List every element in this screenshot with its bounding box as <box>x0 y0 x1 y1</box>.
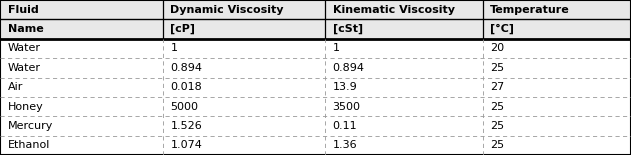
Text: [cSt]: [cSt] <box>333 24 363 34</box>
Text: 0.894: 0.894 <box>333 63 365 73</box>
Bar <box>0 0 631 19</box>
Text: 25: 25 <box>490 121 504 131</box>
Bar <box>0 19 631 39</box>
Text: 1.074: 1.074 <box>170 140 203 150</box>
Text: 1: 1 <box>170 43 177 53</box>
Text: Mercury: Mercury <box>8 121 53 131</box>
Text: 0.894: 0.894 <box>170 63 203 73</box>
Text: 1.36: 1.36 <box>333 140 357 150</box>
Text: [cP]: [cP] <box>170 24 196 34</box>
Text: 3500: 3500 <box>333 102 360 112</box>
Text: 20: 20 <box>490 43 504 53</box>
Text: [°C]: [°C] <box>490 24 514 34</box>
Text: 0.018: 0.018 <box>170 82 202 92</box>
Text: Honey: Honey <box>8 102 44 112</box>
Text: 25: 25 <box>490 102 504 112</box>
Text: 13.9: 13.9 <box>333 82 357 92</box>
Text: Air: Air <box>8 82 23 92</box>
Text: 5000: 5000 <box>170 102 198 112</box>
Text: Fluid: Fluid <box>8 5 38 15</box>
Text: Kinematic Viscosity: Kinematic Viscosity <box>333 5 454 15</box>
Text: 27: 27 <box>490 82 505 92</box>
Text: Temperature: Temperature <box>490 5 570 15</box>
Text: 25: 25 <box>490 140 504 150</box>
Text: Water: Water <box>8 43 40 53</box>
Text: 1: 1 <box>333 43 339 53</box>
Text: Ethanol: Ethanol <box>8 140 50 150</box>
Text: Dynamic Viscosity: Dynamic Viscosity <box>170 5 284 15</box>
Text: Name: Name <box>8 24 44 34</box>
Text: 1.526: 1.526 <box>170 121 202 131</box>
Text: Water: Water <box>8 63 40 73</box>
Text: 25: 25 <box>490 63 504 73</box>
Text: 0.11: 0.11 <box>333 121 357 131</box>
